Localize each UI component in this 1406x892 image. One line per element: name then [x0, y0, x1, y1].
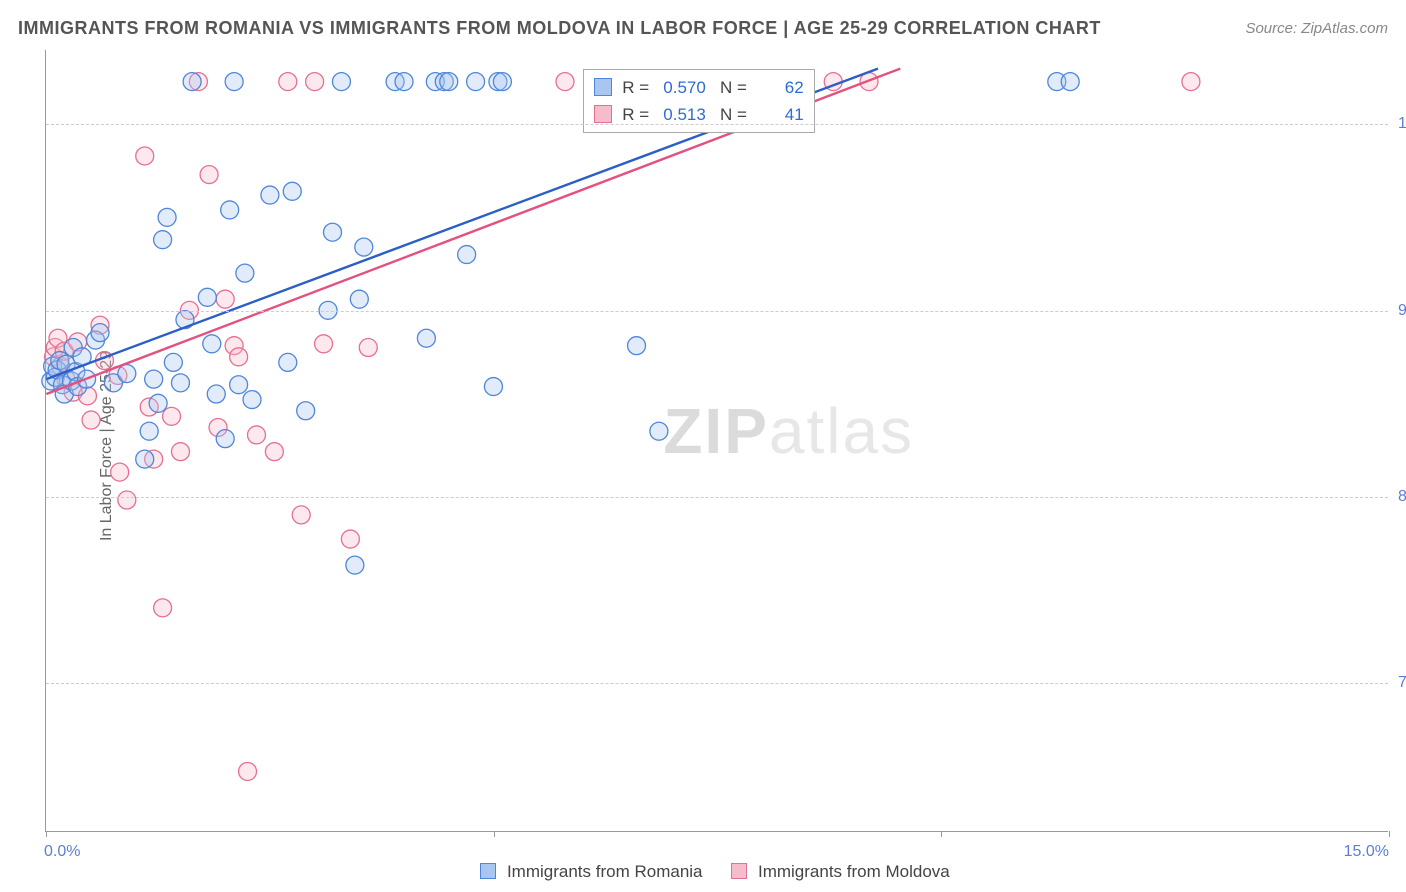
data-point [315, 335, 333, 353]
data-point [359, 339, 377, 357]
x-tick [494, 831, 495, 837]
data-point [292, 506, 310, 524]
data-point [261, 186, 279, 204]
data-point [136, 147, 154, 165]
data-point [283, 182, 301, 200]
data-point [265, 443, 283, 461]
data-point [1061, 73, 1079, 91]
data-point [1182, 73, 1200, 91]
data-point [467, 73, 485, 91]
chart-container: IMMIGRANTS FROM ROMANIA VS IMMIGRANTS FR… [0, 0, 1406, 892]
data-point [171, 374, 189, 392]
x-tick [1389, 831, 1390, 837]
data-point [341, 530, 359, 548]
data-point [136, 450, 154, 468]
data-point [243, 391, 261, 409]
source-attribution: Source: ZipAtlas.com [1245, 20, 1388, 37]
correlation-legend: R = 0.570 N = 62R = 0.513 N = 41 [583, 69, 814, 133]
x-tick [941, 831, 942, 837]
gridline-h [46, 311, 1388, 312]
data-point [118, 491, 136, 509]
data-point [350, 290, 368, 308]
y-tick-label: 90.0% [1398, 302, 1406, 320]
data-point [91, 324, 109, 342]
series-label-romania: Immigrants from Romania [507, 862, 703, 881]
data-point [306, 73, 324, 91]
data-point [183, 73, 201, 91]
x-tick-label: 15.0% [1344, 843, 1389, 861]
gridline-h [46, 124, 1388, 125]
data-point [493, 73, 511, 91]
data-point [297, 402, 315, 420]
series-swatch-moldova [731, 863, 747, 879]
data-point [628, 337, 646, 355]
series-label-moldova: Immigrants from Moldova [758, 862, 950, 881]
data-point [225, 73, 243, 91]
gridline-h [46, 497, 1388, 498]
data-point [164, 353, 182, 371]
data-point [154, 599, 172, 617]
data-point [332, 73, 350, 91]
gridline-h [46, 683, 1388, 684]
data-point [417, 329, 435, 347]
data-point [149, 394, 167, 412]
y-tick-label: 70.0% [1398, 674, 1406, 692]
data-point [111, 463, 129, 481]
data-point [171, 443, 189, 461]
series-swatch-romania [480, 863, 496, 879]
data-point [248, 426, 266, 444]
data-point [230, 376, 248, 394]
data-point [556, 73, 574, 91]
data-point [221, 201, 239, 219]
data-point [230, 348, 248, 366]
scatter-svg [46, 50, 1388, 831]
data-point [650, 422, 668, 440]
legend-swatch [594, 105, 612, 123]
data-point [198, 288, 216, 306]
x-tick [46, 831, 47, 837]
data-point [216, 290, 234, 308]
data-point [163, 407, 181, 425]
x-tick-label: 0.0% [44, 843, 80, 861]
data-point [216, 430, 234, 448]
data-point [145, 370, 163, 388]
data-point [203, 335, 221, 353]
data-point [118, 365, 136, 383]
data-point [355, 238, 373, 256]
series-legend: Immigrants from Romania Immigrants from … [0, 862, 1406, 882]
plot-area: ZIPatlas R = 0.570 N = 62R = 0.513 N = 4… [45, 50, 1388, 832]
chart-title: IMMIGRANTS FROM ROMANIA VS IMMIGRANTS FR… [18, 18, 1101, 39]
data-point [279, 73, 297, 91]
y-tick-label: 80.0% [1398, 488, 1406, 506]
data-point [200, 166, 218, 184]
legend-swatch [594, 78, 612, 96]
data-point [239, 763, 257, 781]
data-point [324, 223, 342, 241]
data-point [158, 208, 176, 226]
data-point [140, 422, 158, 440]
y-tick-label: 100.0% [1398, 115, 1406, 133]
data-point [207, 385, 225, 403]
data-point [440, 73, 458, 91]
legend-text: R = 0.570 N = 62 [622, 74, 803, 101]
data-point [279, 353, 297, 371]
data-point [395, 73, 413, 91]
data-point [82, 411, 100, 429]
data-point [154, 231, 172, 249]
legend-row: R = 0.570 N = 62 [594, 74, 803, 101]
data-point [458, 246, 476, 264]
data-point [484, 378, 502, 396]
data-point [236, 264, 254, 282]
data-point [346, 556, 364, 574]
